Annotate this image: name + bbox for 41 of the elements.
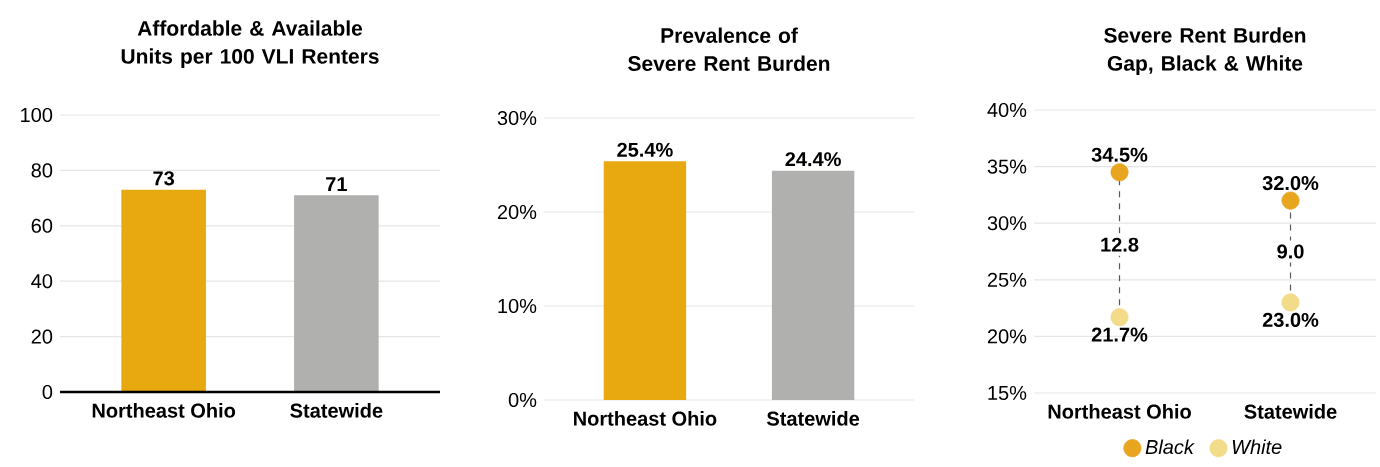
y-tick-label: 35% xyxy=(987,159,1027,174)
y-tick-label: 20 xyxy=(31,329,53,344)
point xyxy=(1110,308,1129,327)
point xyxy=(1281,191,1300,210)
x-tick-label: Statewide xyxy=(290,403,383,418)
chart-title: Affordable & Available Units per 100 VLI Renters xyxy=(121,20,379,68)
x-tick-label: Northeast Ohio xyxy=(574,411,717,426)
data-label: 32.0% xyxy=(1262,175,1319,191)
y-tick-label: 60 xyxy=(31,218,53,233)
data-label: 21.7% xyxy=(1091,327,1148,342)
chart-title: Prevalence of Severe Rent Burden xyxy=(628,27,830,71)
annotation: 9.0 xyxy=(1277,244,1304,259)
data-label: 24.4% xyxy=(785,152,841,167)
annotation: 12.8 xyxy=(1101,237,1139,252)
y-tick-label: 15% xyxy=(988,385,1027,401)
point xyxy=(1281,293,1300,312)
y-tick-label: 0 xyxy=(42,384,53,400)
y-tick-label: 100 xyxy=(21,107,53,123)
y-tick-label: 40% xyxy=(987,102,1027,118)
data-label: 73 xyxy=(153,171,175,186)
x-tick-label: Statewide xyxy=(1244,404,1337,419)
y-tick-label: 0% xyxy=(508,392,537,408)
y-tick-label: 40 xyxy=(31,274,53,289)
data-label: 34.5% xyxy=(1091,147,1148,162)
legend-label: White xyxy=(1232,439,1282,455)
x-tick-label: Northeast Ohio xyxy=(92,403,236,418)
y-tick-label: 30% xyxy=(987,216,1027,231)
y-tick-label: 20% xyxy=(987,329,1027,344)
y-tick-label: 20% xyxy=(497,204,537,220)
y-tick-label: 25% xyxy=(987,272,1027,287)
point xyxy=(1110,163,1129,182)
chart-title: Severe Rent Burden Gap, Black & White xyxy=(1104,27,1306,75)
y-tick-label: 10% xyxy=(498,298,537,314)
y-tick-label: 30% xyxy=(497,110,537,126)
legend-label: Black xyxy=(1145,439,1195,455)
data-label: 23.0% xyxy=(1262,312,1319,328)
x-tick-label: Northeast Ohio xyxy=(1048,404,1191,419)
y-tick-label: 80 xyxy=(31,163,53,178)
data-label: 71 xyxy=(326,177,347,191)
x-tick-label: Statewide xyxy=(766,411,860,426)
data-label: 25.4% xyxy=(617,142,673,157)
